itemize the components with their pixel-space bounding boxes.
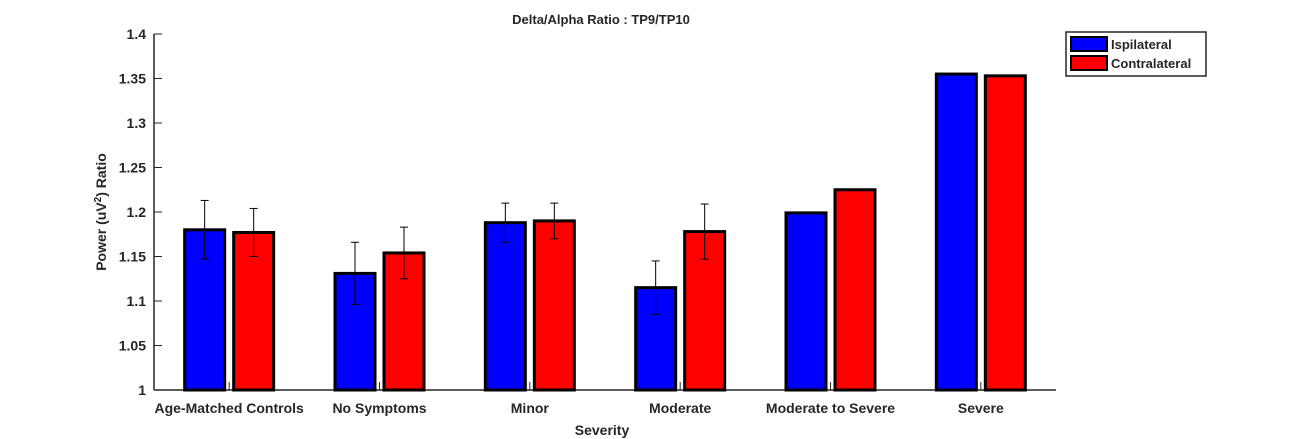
legend-swatch bbox=[1070, 36, 1108, 52]
y-tick-label: 1.2 bbox=[127, 204, 147, 220]
y-tick-label: 1.15 bbox=[119, 249, 146, 265]
y-axis-label-tail: ) Ratio bbox=[93, 153, 109, 197]
y-tick-label: 1 bbox=[138, 382, 146, 398]
x-tick-label: Moderate bbox=[649, 400, 711, 416]
y-axis-label: Power (uV2) Ratio bbox=[93, 153, 109, 271]
y-tick-label: 1.25 bbox=[119, 160, 146, 176]
bar bbox=[532, 219, 576, 392]
y-axis-label-superscript: 2 bbox=[93, 196, 104, 202]
y-tick-label: 1.05 bbox=[119, 338, 146, 354]
legend-label: Contralateral bbox=[1111, 56, 1191, 71]
bar bbox=[983, 74, 1027, 392]
x-tick-label: Moderate to Severe bbox=[766, 400, 895, 416]
plot-area: 1 1.05 1.1 1.15 1.2 1.25 1.3 1.35 1.4 Age-Matched… bbox=[119, 26, 1056, 416]
y-tick-label: 1.3 bbox=[127, 115, 147, 131]
legend-label: Ispilateral bbox=[1111, 37, 1172, 52]
y-tick-label: 1.1 bbox=[127, 293, 147, 309]
bar bbox=[833, 188, 877, 392]
bar bbox=[934, 72, 978, 392]
x-tick-label: Severe bbox=[958, 400, 1004, 416]
x-axis-label: Severity bbox=[575, 422, 630, 438]
y-axis-label-main: Power (uV bbox=[93, 202, 109, 271]
chart-title: Delta/Alpha Ratio : TP9/TP10 bbox=[512, 12, 690, 27]
bar bbox=[784, 211, 828, 392]
legend-swatch bbox=[1070, 55, 1108, 71]
y-tick-label: 1.4 bbox=[127, 26, 147, 42]
bar bbox=[483, 221, 527, 392]
y-tick-label: 1.35 bbox=[119, 71, 146, 87]
x-tick-label: No Symptoms bbox=[332, 400, 426, 416]
x-tick-label: Minor bbox=[511, 400, 550, 416]
x-tick-label: Age-Matched Controls bbox=[154, 400, 304, 416]
legend: Ispilateral Contralateral bbox=[1065, 31, 1207, 77]
